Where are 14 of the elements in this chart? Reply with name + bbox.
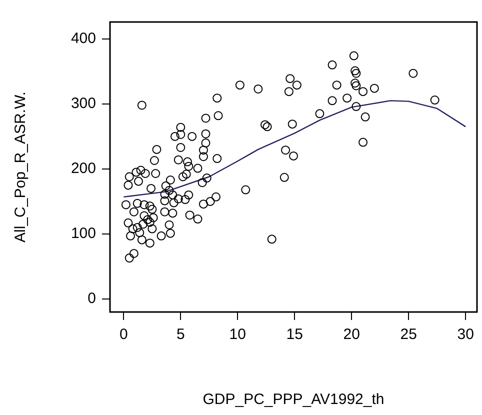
x-tick-label: 25 [400,326,417,344]
y-tick-label: 0 [88,290,96,308]
x-tick-label: 0 [120,326,128,344]
x-tick-label: 5 [176,326,185,344]
y-axis-title: All_C_Pop_R_ASR.W. [12,92,30,242]
x-tick-label: 10 [229,326,246,344]
x-axis-title: GDP_PC_PPP_AV1992_th [202,391,384,408]
y-tick-label: 100 [70,225,96,242]
y-tick-label: 200 [70,160,96,178]
x-tick-label: 30 [457,326,474,344]
y-tick-label: 300 [70,95,96,112]
x-tick-label: 15 [286,326,303,344]
y-tick-label: 400 [70,30,96,48]
x-tick-label: 20 [343,326,360,344]
